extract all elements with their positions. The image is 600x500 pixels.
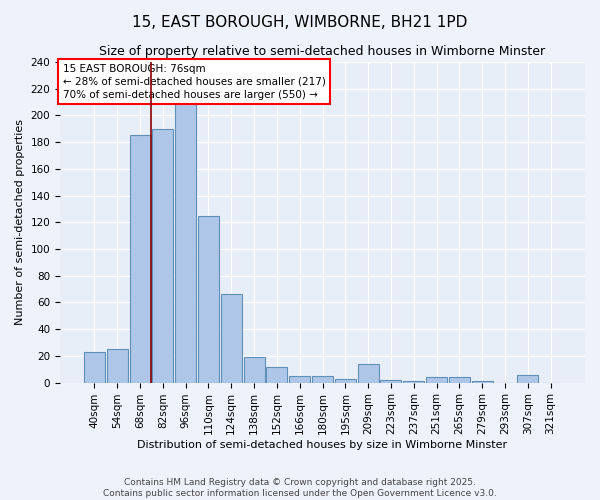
Bar <box>358 364 379 382</box>
Bar <box>266 366 287 382</box>
Text: 15, EAST BOROUGH, WIMBORNE, BH21 1PD: 15, EAST BOROUGH, WIMBORNE, BH21 1PD <box>133 15 467 30</box>
Bar <box>107 349 128 382</box>
Bar <box>380 380 401 382</box>
Bar <box>198 216 219 382</box>
Title: Size of property relative to semi-detached houses in Wimborne Minster: Size of property relative to semi-detach… <box>100 45 545 58</box>
Bar <box>312 376 333 382</box>
Bar <box>244 357 265 382</box>
Text: 15 EAST BOROUGH: 76sqm
← 28% of semi-detached houses are smaller (217)
70% of se: 15 EAST BOROUGH: 76sqm ← 28% of semi-det… <box>62 64 326 100</box>
Bar <box>175 76 196 382</box>
Bar <box>84 352 105 382</box>
Bar <box>426 378 447 382</box>
Bar <box>152 128 173 382</box>
Bar <box>335 378 356 382</box>
Bar <box>289 376 310 382</box>
Y-axis label: Number of semi-detached properties: Number of semi-detached properties <box>15 120 25 326</box>
Text: Contains HM Land Registry data © Crown copyright and database right 2025.
Contai: Contains HM Land Registry data © Crown c… <box>103 478 497 498</box>
X-axis label: Distribution of semi-detached houses by size in Wimborne Minster: Distribution of semi-detached houses by … <box>137 440 508 450</box>
Bar <box>449 378 470 382</box>
Bar <box>221 294 242 382</box>
Bar <box>517 374 538 382</box>
Bar <box>130 136 151 382</box>
